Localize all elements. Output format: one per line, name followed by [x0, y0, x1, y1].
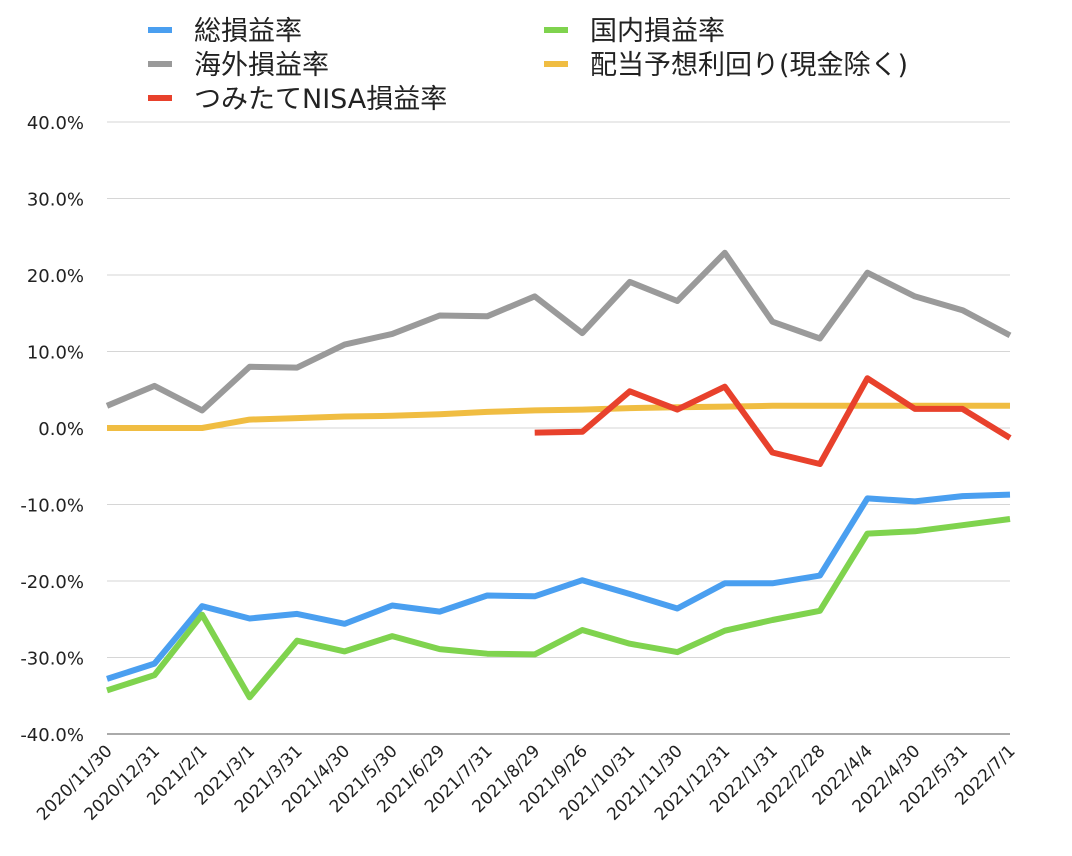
series-line [534, 375, 1012, 467]
y-tick-label: -10.0% [20, 496, 84, 517]
series-line [106, 491, 1011, 682]
y-tick-label: -40.0% [20, 725, 84, 746]
series-line [105, 249, 1012, 414]
legend-label: つみたてNISA損益率 [194, 84, 447, 115]
y-axis-ticks: 40.0% 30.0% 20.0% 10.0% 0.0% -10.0% -20.0% -30.… [20, 113, 84, 746]
series-lines [105, 249, 1012, 701]
y-tick-label: 40.0% [27, 113, 84, 134]
legend-label: 総損益率 [194, 16, 302, 47]
legend-label: 国内損益率 [590, 16, 725, 47]
series-line [107, 402, 1010, 431]
y-tick-label: -30.0% [20, 649, 84, 670]
y-tick-label: 10.0% [27, 343, 84, 364]
y-tick-label: 30.0% [27, 190, 84, 211]
y-tick-label: 20.0% [27, 266, 84, 287]
legend-label: 海外損益率 [194, 50, 329, 81]
series-line [106, 516, 1011, 701]
y-tick-label: 0.0% [38, 419, 84, 440]
legend-label: 配当予想利回り(現金除く) [590, 50, 908, 81]
x-axis-ticks: 2020/11/302020/12/312021/2/12021/3/12021… [33, 741, 1019, 824]
y-tick-label: -20.0% [20, 572, 84, 593]
gridlines [107, 121, 1010, 735]
